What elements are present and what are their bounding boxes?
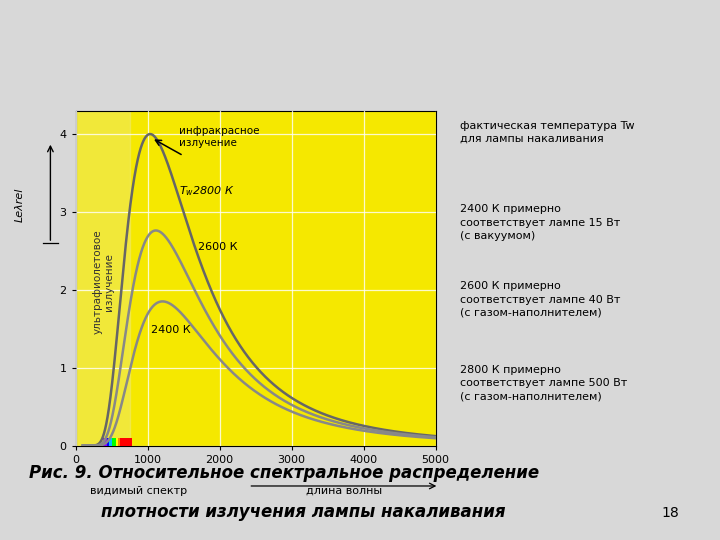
Bar	[120, 438, 132, 446]
Bar	[112, 438, 116, 446]
Text: фактическая температура Tw
для лампы накаливания: фактическая температура Tw для лампы нак…	[460, 121, 635, 144]
Text: 2800 К примерно
соответствует лампе 500 Вт
(с газом-наполнителем): 2800 К примерно соответствует лампе 500 …	[460, 365, 627, 402]
Bar	[107, 438, 109, 446]
Bar	[103, 438, 107, 446]
Text: Leλrel: Leλrel	[15, 188, 25, 222]
Bar	[118, 438, 120, 446]
Bar	[76, 111, 130, 446]
Text: длина волны: длина волны	[306, 486, 382, 496]
Text: видимый спектр: видимый спектр	[90, 486, 187, 496]
Text: 2400 К: 2400 К	[151, 325, 191, 335]
Text: ультрафиолетовое
излучение: ультрафиолетовое излучение	[93, 230, 114, 334]
Text: $T_w$2800 К: $T_w$2800 К	[179, 185, 234, 199]
Text: 2600 К: 2600 К	[198, 241, 238, 252]
Bar	[109, 438, 112, 446]
Text: Рис. 9. Относительное спектральное распределение: Рис. 9. Относительное спектральное распр…	[29, 464, 539, 482]
Text: плотности излучения лампы накаливания: плотности излучения лампы накаливания	[101, 503, 505, 521]
Text: 18: 18	[661, 507, 679, 521]
Bar	[116, 438, 118, 446]
Text: 2600 К примерно
соответствует лампе 40 Вт
(с газом-наполнителем): 2600 К примерно соответствует лампе 40 В…	[460, 281, 621, 318]
Text: 2400 К примерно
соответствует лампе 15 Вт
(с вакуумом): 2400 К примерно соответствует лампе 15 В…	[460, 205, 621, 241]
Text: инфракрасное
излучение: инфракрасное излучение	[179, 126, 259, 148]
